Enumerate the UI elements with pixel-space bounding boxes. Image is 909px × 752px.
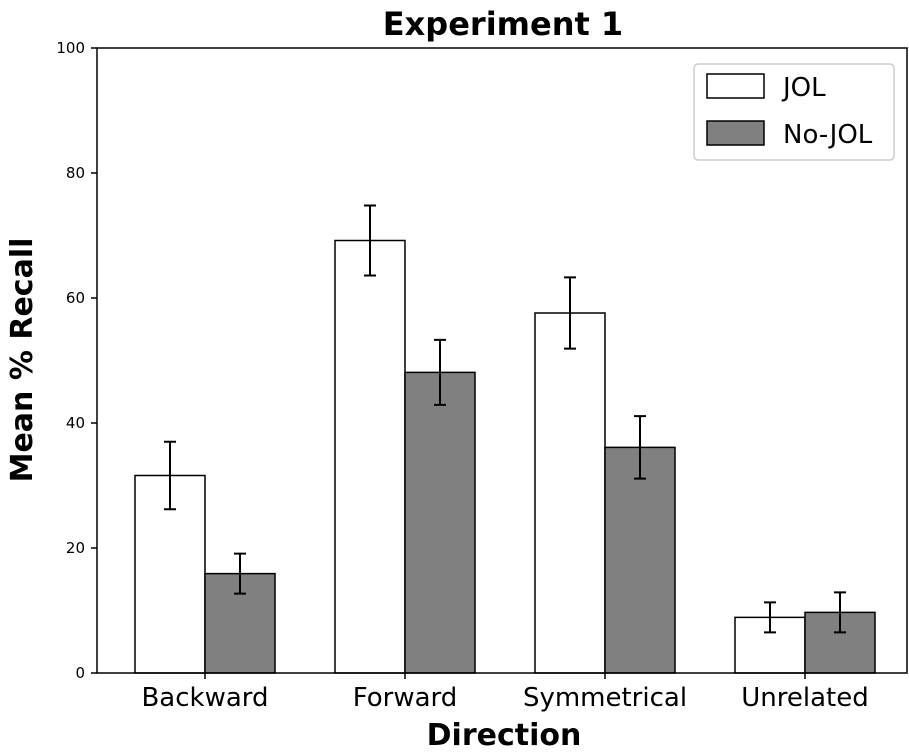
legend-swatch-jol: [706, 73, 765, 99]
y-tick-label: 100: [56, 39, 85, 57]
legend: JOL No-JOL: [693, 63, 895, 161]
bar-no-jol-unrelated: [804, 611, 876, 674]
bar-jol-symmetrical: [534, 312, 606, 674]
errorbar-jol-forward: [364, 204, 376, 277]
legend-label-no-jol: No-JOL: [783, 120, 873, 150]
errorbar-jol-unrelated: [764, 601, 776, 634]
errorbar-jol-symmetrical: [564, 276, 576, 350]
x-tick-label: Backward: [141, 683, 268, 713]
x-axis-label: Direction: [427, 718, 582, 752]
errorbar-no-jol-backward: [234, 552, 246, 595]
errorbar-no-jol-symmetrical: [634, 415, 646, 480]
errorbar-jol-backward: [164, 440, 176, 511]
chart-title: Experiment 1: [383, 5, 623, 43]
legend-label-jol: JOL: [781, 73, 826, 103]
x-tick-label: Forward: [353, 683, 458, 713]
y-tick-label: 20: [66, 539, 85, 557]
plot-frame: [96, 47, 908, 674]
bar-jol-forward: [334, 239, 406, 674]
bar-no-jol-symmetrical: [604, 446, 676, 674]
y-tick-label: 60: [66, 289, 85, 307]
y-tick-label: 40: [66, 414, 85, 432]
y-ticks: 0 20 40 60 80 100: [56, 39, 97, 682]
y-tick-label: 80: [66, 164, 85, 182]
errorbars-layer: [164, 204, 846, 634]
errorbar-no-jol-forward: [434, 338, 446, 406]
x-tick-label: Unrelated: [741, 683, 868, 713]
x-ticks: Backward Forward Symmetrical Unrelated: [141, 673, 869, 713]
x-tick-label: Symmetrical: [523, 683, 687, 713]
errorbar-no-jol-unrelated: [834, 591, 846, 634]
y-axis-label: Mean % Recall: [5, 238, 40, 483]
bars-layer: [134, 239, 876, 674]
y-tick-label: 0: [75, 664, 85, 682]
legend-swatch-no-jol: [706, 120, 765, 146]
bar-no-jol-forward: [404, 371, 476, 674]
